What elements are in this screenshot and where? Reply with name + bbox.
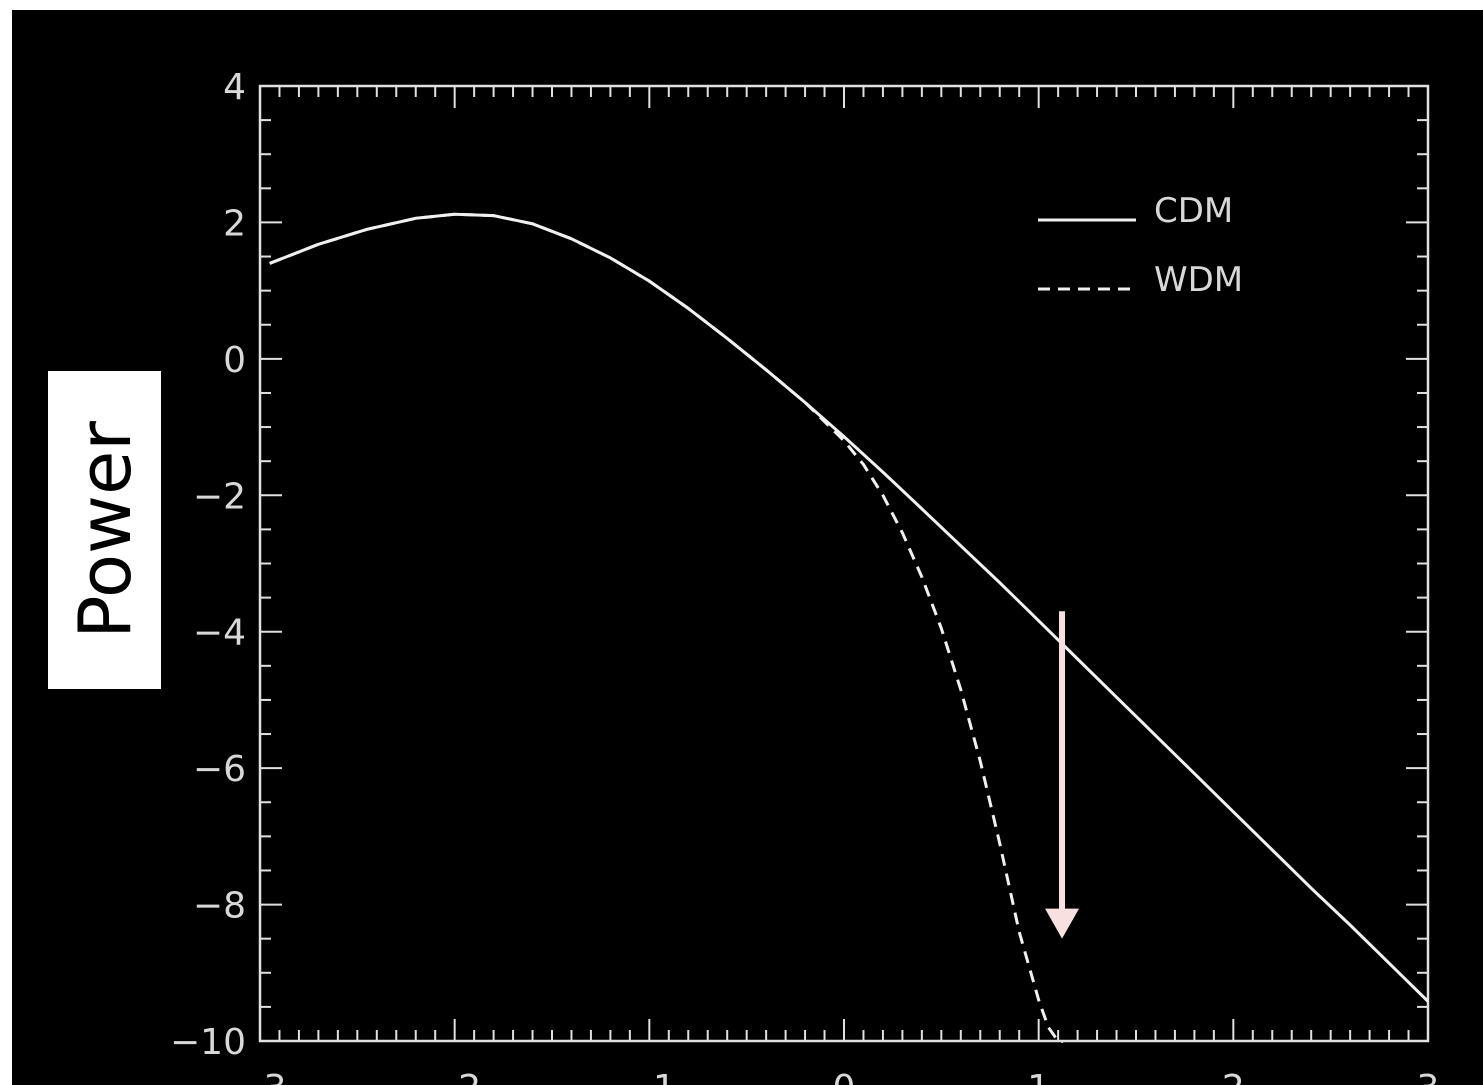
axes: 420−2−4−6−8−10−3−2−10123 xyxy=(170,67,1439,1085)
plot-background xyxy=(12,10,1483,1085)
y-tick-label: 2 xyxy=(223,203,246,244)
y-tick-label: −2 xyxy=(193,476,246,517)
x-tick-label: −1 xyxy=(623,1068,676,1085)
x-tick-label: 2 xyxy=(1222,1068,1245,1085)
series-line-cdm xyxy=(269,212,1428,1003)
series-line-wdm xyxy=(269,212,1064,1043)
series xyxy=(269,212,1428,1043)
y-tick-label: −8 xyxy=(193,886,246,927)
y-tick-label: 0 xyxy=(223,340,246,381)
legend: CDM WDM xyxy=(1038,191,1243,300)
legend-label-wdm: WDM xyxy=(1154,260,1243,300)
x-tick-label: −3 xyxy=(233,1068,286,1085)
x-tick-label: 1 xyxy=(1027,1068,1050,1085)
x-tick-label: 0 xyxy=(833,1068,856,1085)
y-tick-label: −6 xyxy=(193,749,246,790)
arrow-head xyxy=(1045,908,1080,939)
annotations xyxy=(1045,611,1080,939)
y-tick-label: 4 xyxy=(223,67,246,108)
y-tick-label: −10 xyxy=(170,1022,246,1063)
x-tick-label: −2 xyxy=(428,1068,481,1085)
legend-label-cdm: CDM xyxy=(1154,191,1233,231)
y-tick-label: −4 xyxy=(193,613,246,654)
y-axis-label-box: Power xyxy=(48,371,161,689)
x-tick-label: 3 xyxy=(1417,1068,1440,1085)
y-axis-label: Power xyxy=(62,421,147,639)
plot-frame xyxy=(258,84,1430,1043)
